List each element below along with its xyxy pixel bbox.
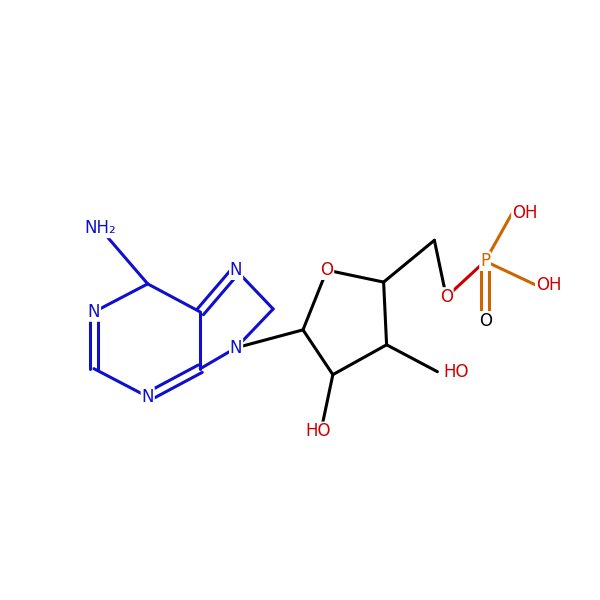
Text: OH: OH	[512, 205, 538, 223]
Text: HO: HO	[305, 422, 331, 440]
Text: N: N	[230, 339, 242, 357]
Text: HO: HO	[443, 362, 469, 380]
Text: O: O	[440, 288, 453, 306]
Text: P: P	[480, 252, 490, 270]
Text: N: N	[88, 303, 100, 321]
Text: N: N	[142, 388, 154, 406]
Text: O: O	[479, 312, 491, 330]
Text: O: O	[320, 261, 334, 279]
Text: N: N	[230, 261, 242, 279]
Text: OH: OH	[536, 276, 562, 294]
Text: NH₂: NH₂	[84, 220, 116, 238]
